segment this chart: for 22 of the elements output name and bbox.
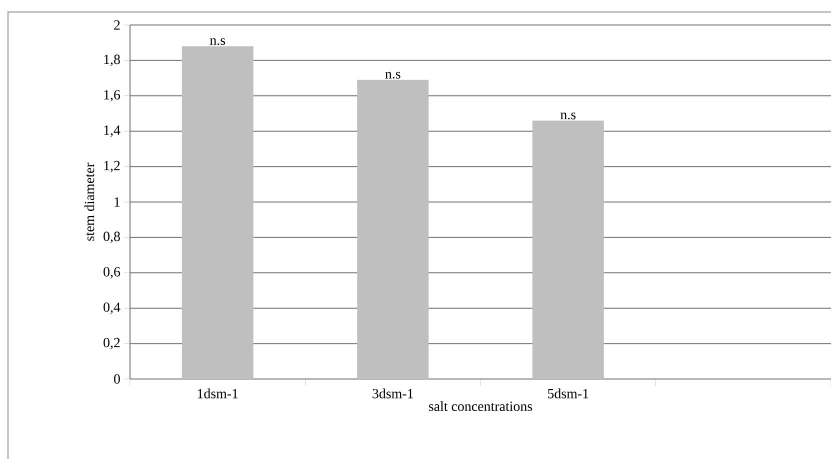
y-tick-label: 1,4 bbox=[104, 126, 120, 137]
bar bbox=[532, 120, 604, 379]
bar bbox=[357, 80, 429, 379]
x-tick-label: 1dsm-1 bbox=[198, 388, 238, 398]
y-tick-label: 0,4 bbox=[104, 302, 120, 314]
y-tick-label: 2 bbox=[114, 20, 120, 30]
annotation: n.s bbox=[560, 112, 576, 120]
y-tick-label: 0,2 bbox=[104, 338, 120, 350]
annotation: n.s bbox=[385, 72, 400, 79]
x-tick-label: 5dsm-1 bbox=[548, 388, 588, 398]
y-axis-title: stem diameter bbox=[84, 162, 94, 241]
y-tick-label: 0,8 bbox=[104, 232, 120, 244]
y-tick-label: 1,8 bbox=[104, 54, 120, 66]
y-tick-label: 1,2 bbox=[104, 160, 120, 172]
y-tick-label: 1,6 bbox=[104, 90, 120, 102]
annotation: n.s bbox=[210, 38, 226, 46]
y-tick-label: 1 bbox=[114, 197, 120, 207]
y-tick-label: 0,6 bbox=[104, 267, 120, 279]
bar bbox=[182, 46, 254, 379]
x-axis-title: salt concentrations bbox=[428, 401, 532, 411]
y-tick-label: 0 bbox=[114, 374, 120, 384]
x-tick-label: 3dsm-1 bbox=[372, 388, 413, 398]
